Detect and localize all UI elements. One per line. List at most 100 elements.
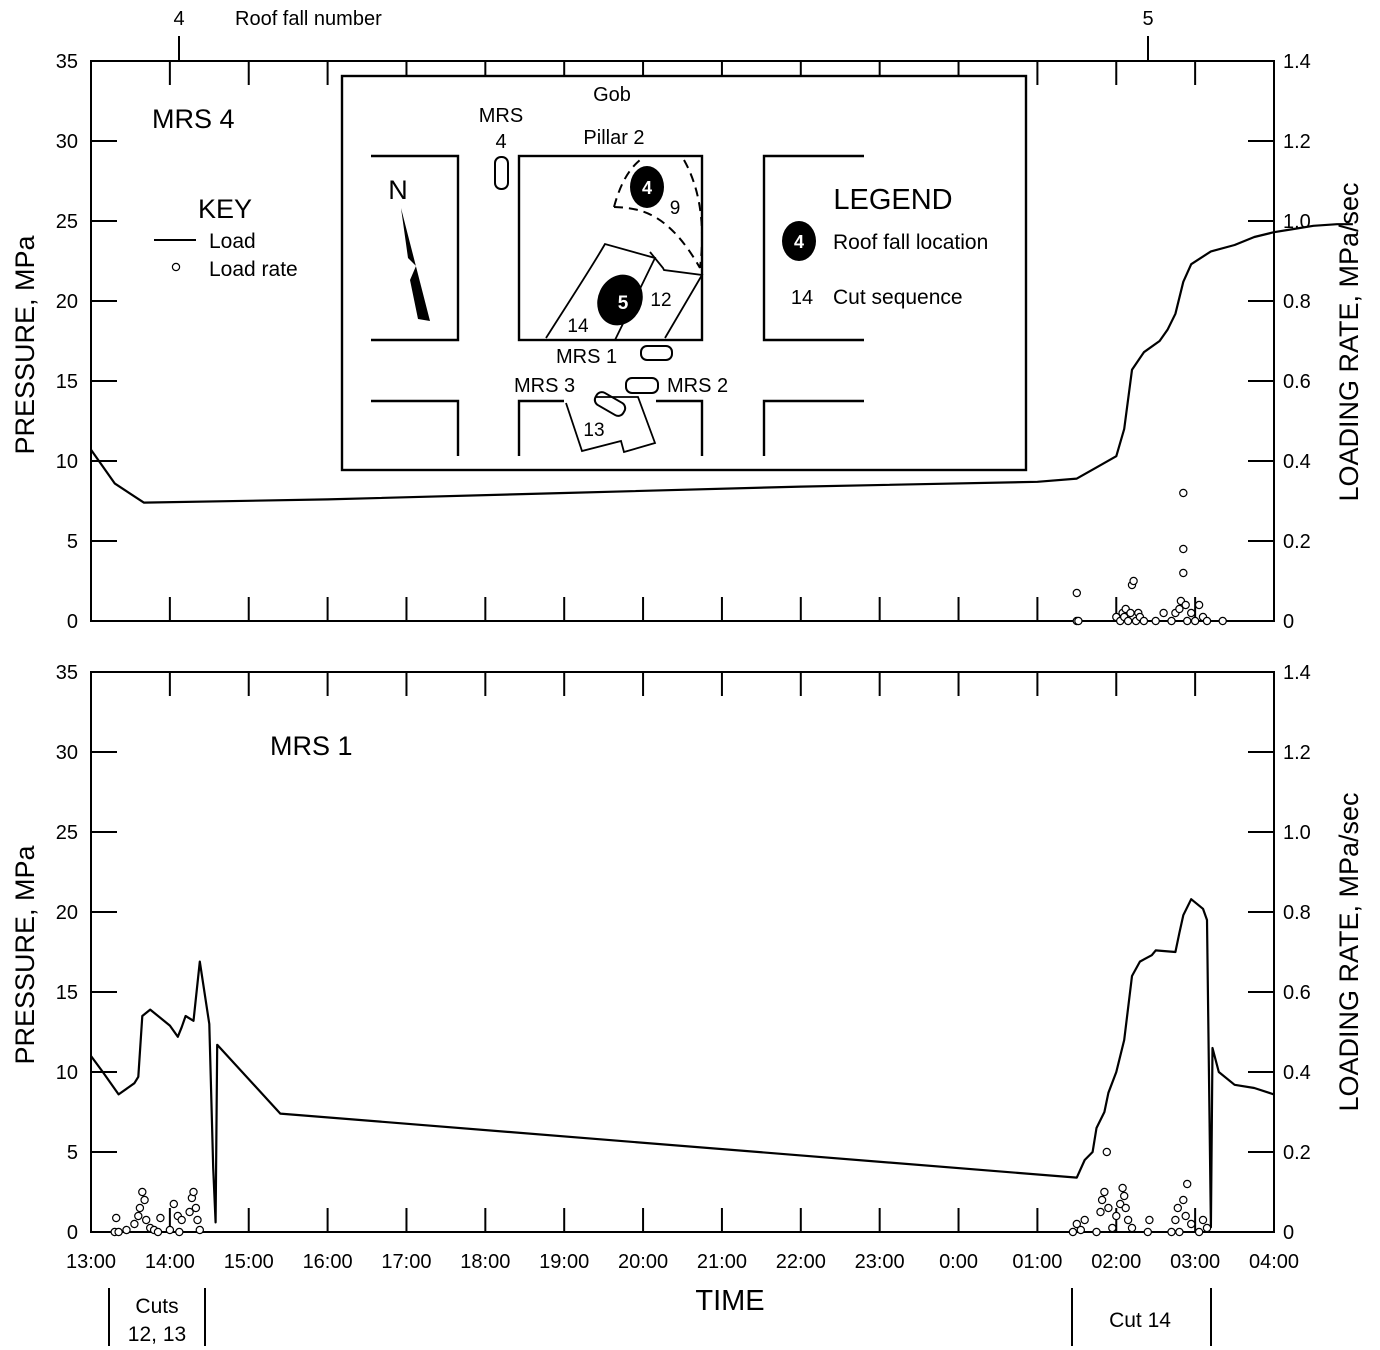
load-rate-point: [134, 1211, 143, 1221]
inset-roof-fall-5: [597, 274, 643, 326]
load-rate-point: [1080, 1215, 1089, 1225]
y2-tick-label: 0.2: [1283, 531, 1311, 553]
load-rate-point: [195, 1225, 204, 1235]
inset-cut13-outline: [565, 396, 657, 454]
x-tick-label: 17:00: [381, 1251, 431, 1273]
roof-fall-axis-label: Roof fall number: [235, 8, 382, 30]
load-rate-point: [1145, 1215, 1154, 1225]
inset-cut13-label: 13: [583, 420, 604, 441]
plot-frame: [90, 60, 1275, 622]
y-tick-label: 25: [56, 822, 78, 844]
y2-tick-label: 1.4: [1283, 51, 1311, 73]
y-tick-label: 30: [56, 742, 78, 764]
y2-tick-label: 1.4: [1283, 662, 1311, 684]
load-rate-point: [1175, 1227, 1184, 1237]
load-rate-point: [189, 1187, 198, 1197]
key-rate-label: Load rate: [209, 258, 298, 281]
load-rate-point: [1202, 616, 1212, 626]
load-rate-point: [141, 1215, 151, 1225]
load-rate-point: [1108, 1223, 1117, 1233]
load-rate-point: [1102, 1147, 1112, 1157]
inset-gob-label: Gob: [593, 84, 631, 106]
y2-tick-label: 1.0: [1283, 822, 1311, 844]
load-rate-point: [1129, 576, 1138, 586]
tick-marks: [90, 671, 1275, 1233]
load-series-line: [90, 898, 1275, 1229]
y-tick-label: 20: [56, 902, 78, 924]
load-rate-point: [177, 1215, 186, 1225]
load-rate-point: [1175, 604, 1184, 614]
y-tick-label: 10: [56, 1062, 78, 1084]
y-tick-label: 10: [56, 451, 78, 473]
panel-mrs4: Roof fall number 4 5 MRS 4 KEY Load Load…: [10, 8, 1364, 633]
y-tick-label: 25: [56, 211, 78, 233]
y2-tick-labels: 00.20.40.60.81.01.21.4: [1283, 51, 1311, 633]
load-rate-point: [1167, 1227, 1176, 1237]
load-rate-point: [135, 1203, 145, 1213]
y2-tick-label: 1.2: [1283, 131, 1311, 153]
load-rate-point: [1074, 616, 1083, 626]
load-rate-point: [1173, 1203, 1183, 1213]
load-rate-point: [1218, 616, 1227, 626]
load-rate-point: [114, 1227, 123, 1237]
inset-cut12-label: 12: [650, 290, 671, 311]
inset-mrs3-marker: [593, 391, 627, 417]
y2-tick-label: 0.4: [1283, 451, 1311, 473]
x-tick-label: 19:00: [539, 1251, 589, 1273]
inset-cut14-outline: [545, 242, 657, 341]
load-rate-point: [1179, 568, 1188, 578]
inset-lower-right-pillar: [762, 399, 864, 456]
load-rate-point: [1181, 1211, 1190, 1221]
y2-tick-label: 0.6: [1283, 371, 1311, 393]
y-tick-labels: 0 5 10 15 20 25 30 35: [56, 662, 78, 1244]
inset-legend-fall-symbol: 4: [794, 232, 804, 252]
load-rate-point: [1182, 616, 1192, 626]
panel-mrs1: MRS 1 PRESSURE, MPa LOADING RATE, MPa/se…: [10, 662, 1364, 1346]
load-rate-point: [1167, 616, 1176, 626]
panel-label: MRS 1: [270, 731, 353, 761]
y-tick-label: 0: [67, 611, 78, 633]
y-tick-label: 35: [56, 51, 78, 73]
inset-mrs2-label: MRS 2: [667, 375, 728, 397]
x-tick-label: 03:00: [1170, 1251, 1220, 1273]
inset-mrs1-label: MRS 1: [556, 346, 617, 368]
load-rate-point: [1151, 616, 1160, 626]
y2-tick-label: 0.6: [1283, 982, 1311, 1004]
inset-mrs4-label: MRS: [479, 105, 523, 127]
inset-cut12-outline: [649, 251, 704, 339]
load-rate-point: [1194, 1227, 1204, 1237]
load-rate-point: [1104, 1203, 1113, 1213]
inset-mrs2-marker: [625, 377, 659, 394]
y2-tick-labels: 00.20.40.60.81.01.21.4: [1283, 662, 1311, 1244]
inset-legend-fall-text: Roof fall location: [833, 231, 988, 254]
load-rate-point: [1072, 588, 1082, 598]
load-rate-point: [156, 1213, 165, 1223]
inset-roof-fall-4-label: 4: [642, 178, 652, 198]
load-rate-point: [1198, 1215, 1208, 1225]
load-rate-point: [1126, 608, 1135, 618]
inset-left-pillar: [371, 154, 460, 342]
load-rate-point: [1179, 544, 1188, 554]
panel-label: MRS 4: [152, 104, 235, 134]
load-rate-point: [1181, 600, 1190, 610]
x-tick-label: 15:00: [224, 1251, 274, 1273]
x-tick-label: 18:00: [460, 1251, 510, 1273]
inset-legend-cut-text: Cut sequence: [833, 286, 963, 309]
load-rate-point: [1097, 1195, 1107, 1205]
roof-fall-marker: 4: [173, 8, 185, 61]
load-rate-point: [1182, 1179, 1192, 1189]
load-rate-point: [185, 1207, 194, 1217]
x-tick-label: 01:00: [1012, 1251, 1062, 1273]
key-rate-swatch: [171, 262, 181, 272]
load-rate-point: [1139, 616, 1149, 626]
y-tick-label: 5: [67, 1142, 78, 1164]
y2-axis-title: LOADING RATE, MPa/sec: [1334, 792, 1364, 1111]
cut-bracket-label: Cut 14: [1109, 1309, 1171, 1332]
series-layer: [90, 223, 1353, 626]
load-rate-point: [193, 1215, 202, 1225]
inset-lower-left-pillar: [371, 399, 460, 456]
north-label: N: [388, 175, 408, 205]
load-rate-point: [1186, 608, 1196, 618]
inset-legend-title: LEGEND: [833, 184, 952, 216]
key-title: KEY: [198, 194, 252, 224]
